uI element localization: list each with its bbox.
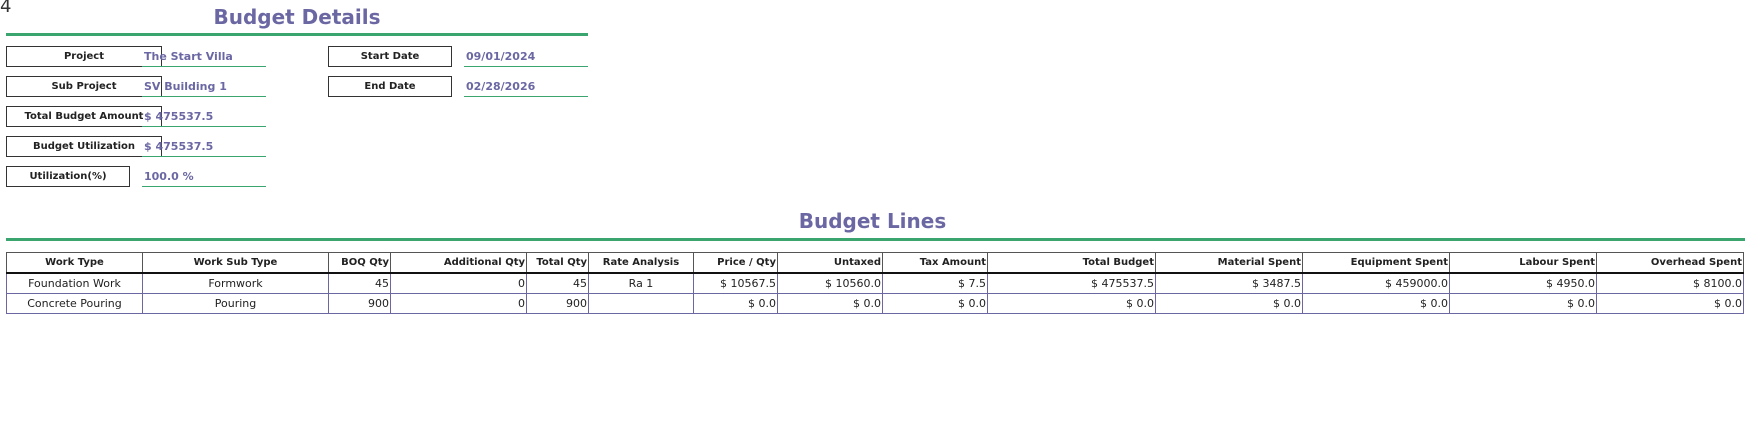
col-header-equipment-spent[interactable]: Equipment Spent (1302, 252, 1450, 274)
cell-untaxed: $ 0.0 (777, 293, 883, 314)
cell-labour-spent: $ 4950.0 (1449, 272, 1597, 294)
col-header-total-qty[interactable]: Total Qty (526, 252, 589, 274)
budget-details-title: Budget Details (213, 5, 381, 29)
cell-total-budget: $ 0.0 (987, 293, 1156, 314)
sub-project-label: Sub Project (6, 76, 162, 97)
col-header-rate-analysis[interactable]: Rate Analysis (588, 252, 694, 274)
col-header-additional-qty[interactable]: Additional Qty (390, 252, 527, 274)
start-date-label: Start Date (328, 46, 452, 67)
cell-equipment-spent: $ 0.0 (1302, 293, 1450, 314)
col-header-labour-spent[interactable]: Labour Spent (1449, 252, 1597, 274)
cell-overhead-spent: $ 0.0 (1596, 293, 1744, 314)
budget-utilization-label: Budget Utilization (6, 136, 162, 157)
col-header-material-spent[interactable]: Material Spent (1155, 252, 1303, 274)
end-date-label: End Date (328, 76, 452, 97)
cell-total-budget: $ 475537.5 (987, 272, 1156, 294)
cell-additional-qty: 0 (390, 293, 527, 314)
budget-details-divider (6, 33, 588, 36)
project-value[interactable]: The Start Villa (142, 46, 266, 67)
cell-work-type: Foundation Work (6, 272, 143, 294)
cell-total-qty: 45 (526, 272, 589, 294)
col-header-work-type[interactable]: Work Type (6, 252, 143, 274)
cell-price-per-qty: $ 0.0 (693, 293, 778, 314)
cell-overhead-spent: $ 8100.0 (1596, 272, 1744, 294)
budget-lines-title: Budget Lines (798, 209, 947, 233)
cell-additional-qty: 0 (390, 272, 527, 294)
cell-tax-amount: $ 0.0 (882, 293, 988, 314)
budget-lines-divider (6, 238, 1745, 241)
col-header-overhead-spent[interactable]: Overhead Spent (1596, 252, 1744, 274)
cell-material-spent: $ 3487.5 (1155, 272, 1303, 294)
cell-tax-amount: $ 7.5 (882, 272, 988, 294)
col-header-boq-qty[interactable]: BOQ Qty (328, 252, 391, 274)
budget-utilization-value[interactable]: $ 475537.5 (142, 136, 266, 157)
cell-rate-analysis (588, 293, 694, 314)
total-budget-amount-value[interactable]: $ 475537.5 (142, 106, 266, 127)
utilization-percent-label: Utilization(%) (6, 166, 130, 187)
cell-total-qty: 900 (526, 293, 589, 314)
start-date-value[interactable]: 09/01/2024 (464, 46, 588, 67)
col-header-tax-amount[interactable]: Tax Amount (882, 252, 988, 274)
corner-mark: 4 (0, 0, 12, 17)
cell-price-per-qty: $ 10567.5 (693, 272, 778, 294)
cell-labour-spent: $ 0.0 (1449, 293, 1597, 314)
col-header-total-budget[interactable]: Total Budget (987, 252, 1156, 274)
col-header-price-per-qty[interactable]: Price / Qty (693, 252, 778, 274)
cell-equipment-spent: $ 459000.0 (1302, 272, 1450, 294)
sub-project-value[interactable]: SV Building 1 (142, 76, 266, 97)
table-header-row: Work Type Work Sub Type BOQ Qty Addition… (6, 252, 1744, 274)
cell-work-sub-type: Pouring (142, 293, 329, 314)
utilization-percent-value[interactable]: 100.0 % (142, 166, 266, 187)
cell-work-type: Concrete Pouring (6, 293, 143, 314)
cell-rate-analysis: Ra 1 (588, 272, 694, 294)
col-header-untaxed[interactable]: Untaxed (777, 252, 883, 274)
col-header-work-sub-type[interactable]: Work Sub Type (142, 252, 329, 274)
total-budget-amount-label: Total Budget Amount (6, 106, 162, 127)
cell-material-spent: $ 0.0 (1155, 293, 1303, 314)
cell-boq-qty: 45 (328, 272, 391, 294)
table-row[interactable]: Concrete Pouring Pouring 900 0 900 $ 0.0… (6, 293, 1744, 314)
end-date-value[interactable]: 02/28/2026 (464, 76, 588, 97)
budget-lines-table: Work Type Work Sub Type BOQ Qty Addition… (6, 252, 1744, 314)
cell-work-sub-type: Formwork (142, 272, 329, 294)
cell-untaxed: $ 10560.0 (777, 272, 883, 294)
cell-boq-qty: 900 (328, 293, 391, 314)
table-row[interactable]: Foundation Work Formwork 45 0 45 Ra 1 $ … (6, 272, 1744, 294)
project-label: Project (6, 46, 162, 67)
